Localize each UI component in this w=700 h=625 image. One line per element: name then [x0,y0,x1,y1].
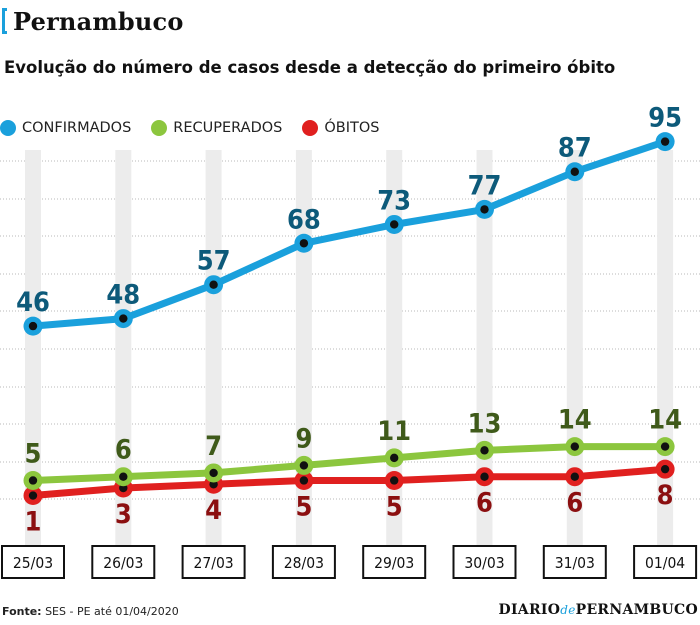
data-label: 6 [566,488,583,519]
header-bracket-icon [2,8,7,34]
legend-item-recuperados: RECUPERADOS [151,120,282,136]
brand-part-1: DIARIO [498,602,561,618]
x-tick-label: 31/03 [555,554,595,572]
data-label: 7 [205,431,222,462]
data-label: 46 [16,287,50,318]
legend-dot-recuperados [151,120,168,136]
x-tick-box [452,545,517,579]
data-label: 5 [295,491,312,522]
data-point-center [299,461,309,470]
data-label: 5 [25,438,42,469]
data-point-center [119,472,128,481]
data-point-center [480,446,489,455]
legend-label-obitos: ÓBITOS [324,120,380,136]
data-label: 14 [648,405,682,436]
data-label: 4 [205,495,222,526]
data-label: 3 [115,499,132,530]
data-point-center [209,280,218,289]
data-point-center [570,472,579,481]
data-point-center [390,453,399,463]
data-point-center [660,137,670,146]
source-label: Fonte: [2,605,42,618]
data-point-center [660,464,670,474]
brand-part-3: PERNAMBUCO [575,602,698,618]
x-tick-label: 26/03 [103,554,143,572]
series-point-layer [23,132,675,506]
data-label: 5 [386,491,403,522]
data-label: 8 [657,480,674,511]
brand-logo: DIARIOdePERNAMBUCO [499,602,699,618]
data-label: 73 [377,185,411,216]
data-point-center [299,476,309,485]
data-label: 48 [106,280,140,311]
data-label: 6 [476,488,493,519]
x-tick-box [542,545,607,579]
data-point-center [28,491,38,500]
x-tick-label: 27/03 [194,554,234,572]
data-label: 6 [115,435,132,466]
brand-part-2: de [560,603,576,617]
data-point-center [299,239,309,248]
data-label: 11 [377,416,411,447]
series-line-layer [29,138,669,499]
column-band [115,150,132,545]
data-point-center [390,476,399,485]
x-axis-layer: 25/03 26/03 27/03 28/03 29/03 30/03 31/03 01/04 [1,545,698,579]
data-point-center [28,321,38,331]
series-line-1 [29,443,669,484]
data-label: 13 [468,408,502,439]
data-label: 68 [287,204,321,235]
data-point-center [660,442,670,451]
data-label: 9 [295,423,312,454]
x-tick-box [1,545,65,579]
x-tick-label: 29/03 [374,554,414,572]
legend-label-confirmados: CONFIRMADOS [22,120,132,136]
data-label: 1 [25,507,42,538]
series-line-2 [29,465,669,499]
source-note: Fonte: SES - PE até 01/04/2020 [2,605,179,618]
data-label: 77 [468,170,502,201]
chart-legend: CONFIRMADOS RECUPERADOS ÓBITOS [0,116,400,140]
data-label: 57 [197,246,231,277]
x-tick-box [271,545,336,579]
x-tick-box [633,545,698,579]
source-text: SES - PE até 01/04/2020 [45,605,179,618]
data-label: 14 [558,405,592,436]
data-label: 95 [648,103,682,134]
data-point-center [390,220,399,229]
x-tick-box [181,545,246,579]
data-point-center [480,205,489,214]
data-point-center [570,442,579,451]
data-label: 87 [558,133,592,164]
column-band [386,150,403,545]
data-point-center [570,167,579,176]
data-point-center [480,472,489,481]
data-point-center [209,468,218,478]
x-tick-label: 25/03 [13,554,53,572]
x-tick-label: 28/03 [284,554,324,572]
x-tick-box [362,545,427,579]
legend-item-obitos: ÓBITOS [302,120,380,136]
legend-dot-obitos [302,120,319,136]
x-tick-box [91,545,156,579]
data-point-center [28,476,38,485]
chart-title: Pernambuco [13,6,184,36]
series-line-0 [29,138,669,330]
chart-header: Pernambuco [0,4,184,38]
column-band [205,150,222,545]
legend-label-recuperados: RECUPERADOS [173,120,283,136]
legend-dot-confirmados [0,120,16,136]
x-tick-label: 01/04 [645,554,685,572]
x-tick-label: 30/03 [464,554,504,572]
column-band [25,150,41,545]
chart-subtitle: Evolução do número de casos desde a dete… [4,58,616,77]
data-point-center [119,314,128,323]
legend-item-confirmados: CONFIRMADOS [0,120,131,136]
